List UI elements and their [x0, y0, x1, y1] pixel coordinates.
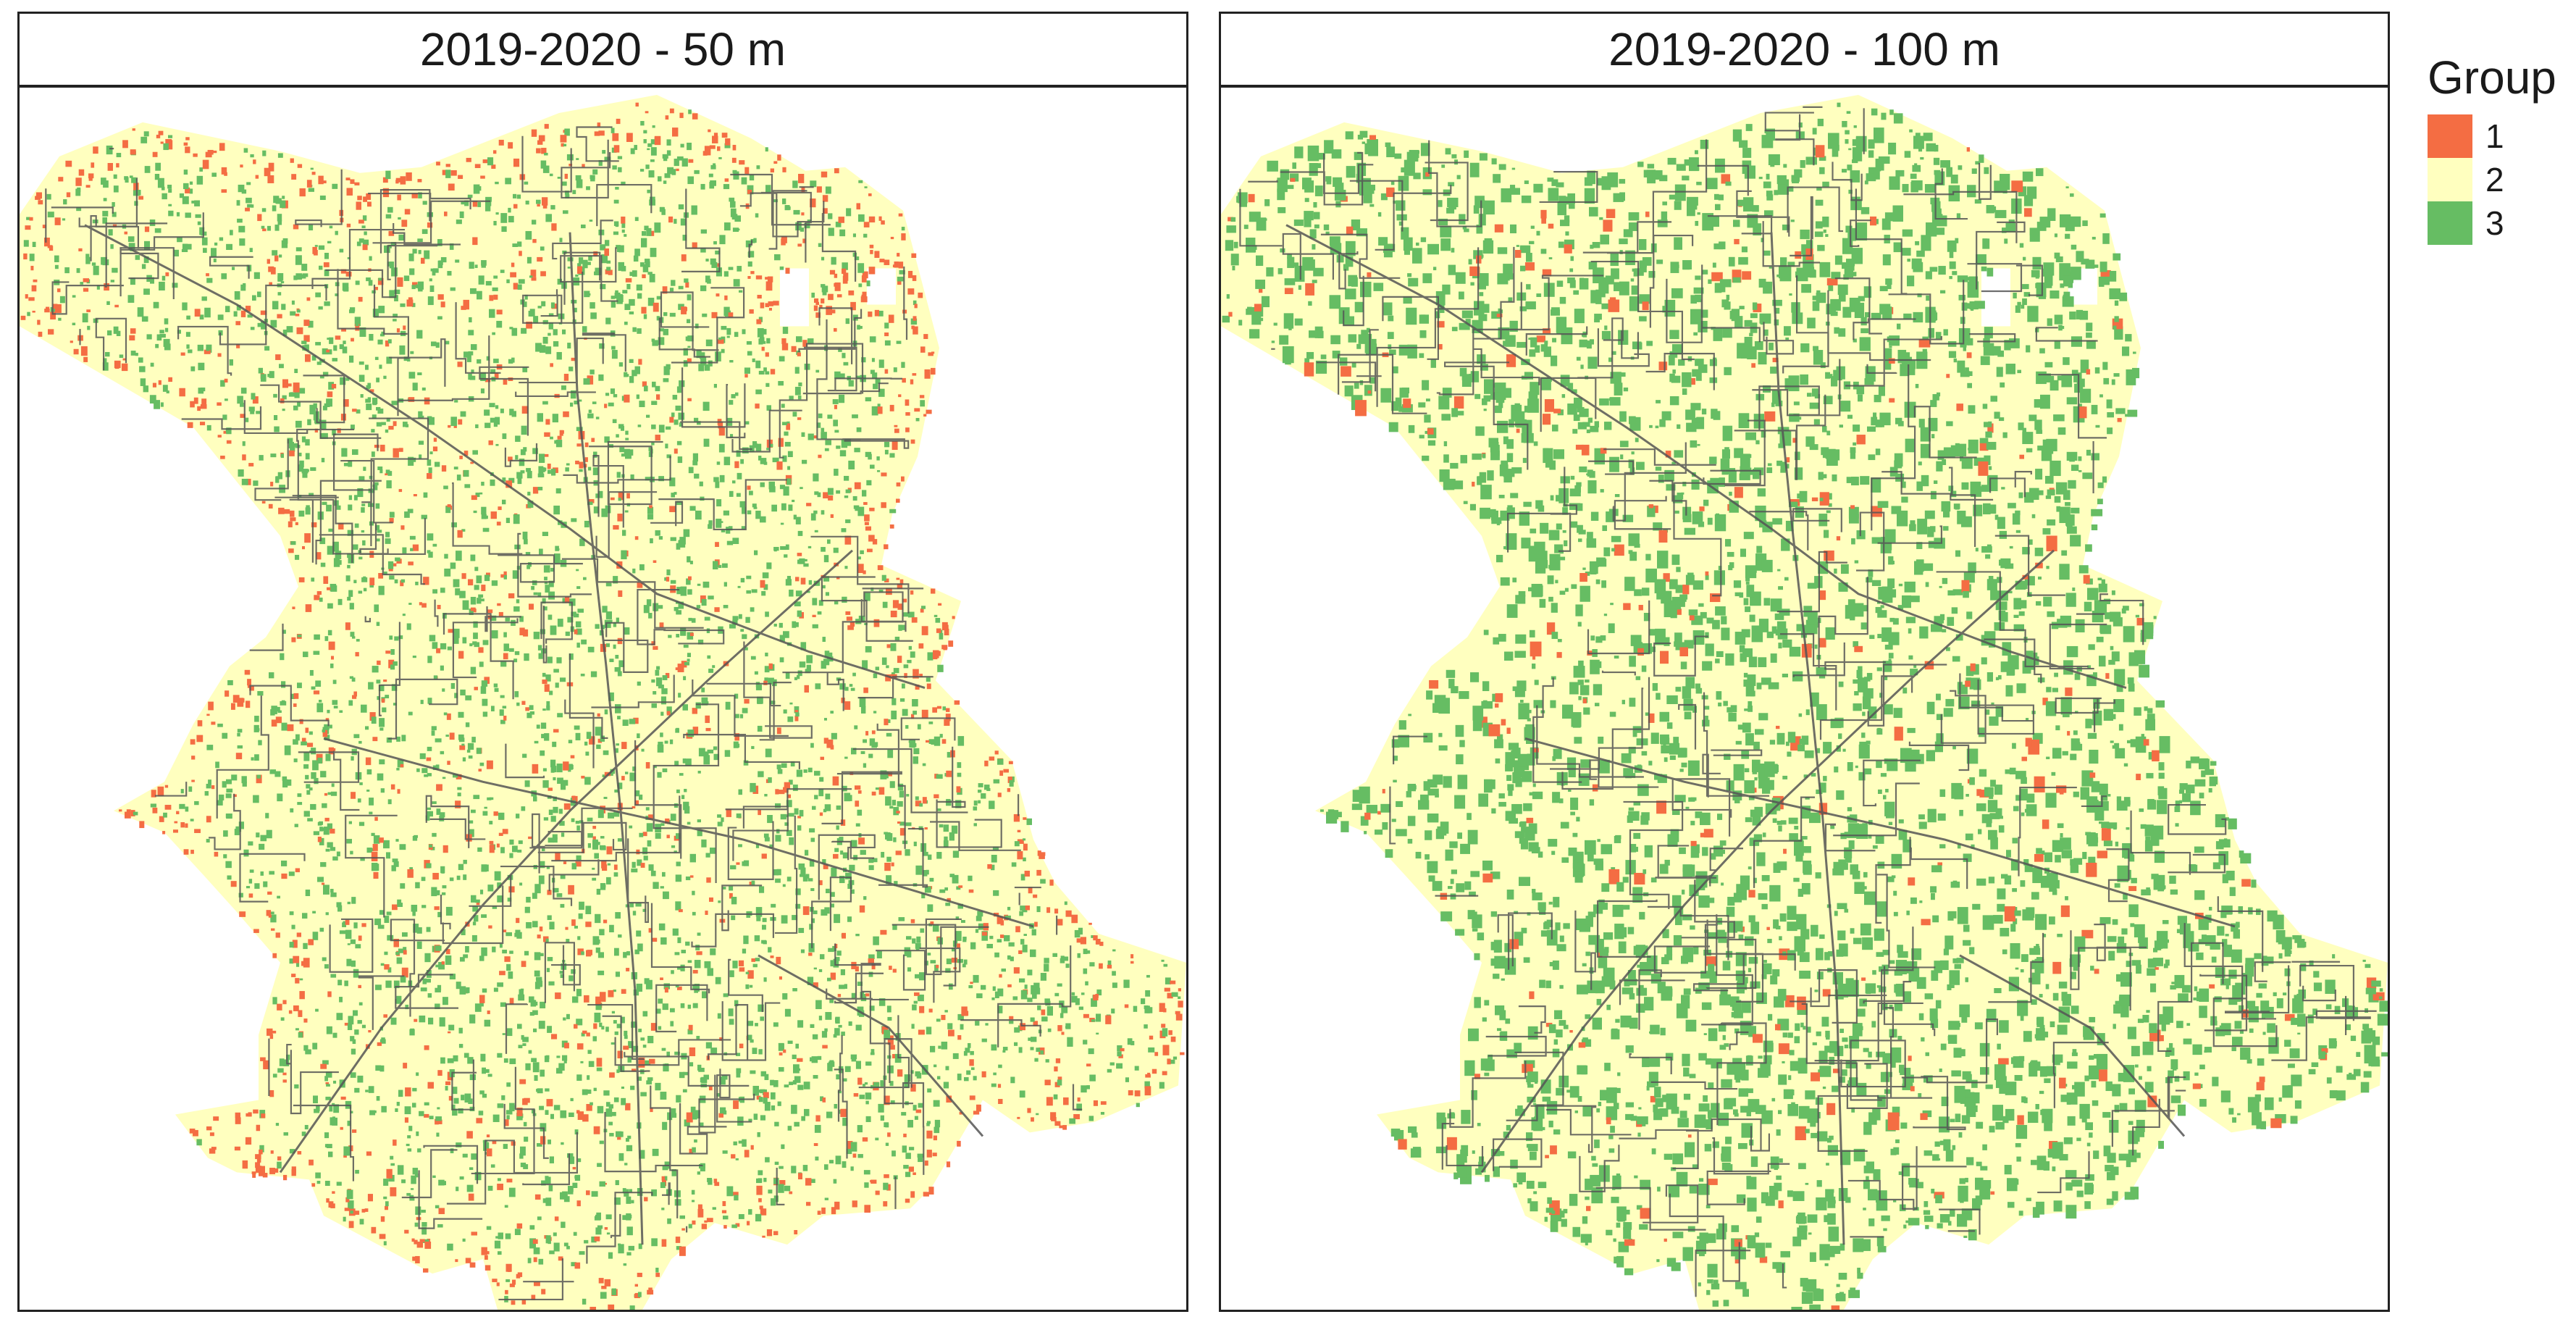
legend-item-group-3: 3 — [2428, 201, 2572, 245]
road-network — [45, 126, 1083, 1301]
legend-item-group-2: 2 — [2428, 158, 2572, 201]
map-area-100m — [1221, 88, 2388, 1310]
map-hole — [1981, 268, 2010, 327]
map-area-50m — [20, 88, 1186, 1310]
city-boundary-fill — [20, 94, 1186, 1310]
legend-key-group-1 — [2428, 114, 2472, 158]
legend-item-group-1: 1 — [2428, 114, 2572, 158]
panel-title-strip: 2019-2020 - 100 m — [1221, 14, 2388, 88]
map-panel-100m: 2019-2020 - 100 m — [1219, 12, 2390, 1312]
group-pixels — [20, 102, 1185, 1310]
legend-key-group-2 — [2428, 158, 2472, 201]
legend-title: Group — [2428, 51, 2556, 104]
road-network — [1239, 106, 2377, 1297]
panel-title-strip: 2019-2020 - 50 m — [20, 14, 1186, 88]
group-pixels — [1222, 102, 2388, 1310]
city-map — [1221, 94, 2388, 1310]
legend-label: 1 — [2485, 117, 2504, 155]
panel-title: 2019-2020 - 50 m — [419, 23, 786, 75]
map-panel-50m: 2019-2020 - 50 m — [17, 12, 1188, 1312]
legend-label: 2 — [2485, 161, 2504, 198]
panel-title: 2019-2020 - 100 m — [1608, 23, 2000, 75]
legend-key-group-3 — [2428, 201, 2472, 245]
city-map — [20, 94, 1186, 1310]
legend-label: 3 — [2485, 204, 2504, 242]
city-boundary-fill — [1221, 94, 2388, 1310]
legend: Group 1 2 3 — [2428, 51, 2572, 245]
map-hole — [867, 268, 896, 305]
map-hole — [780, 268, 809, 327]
